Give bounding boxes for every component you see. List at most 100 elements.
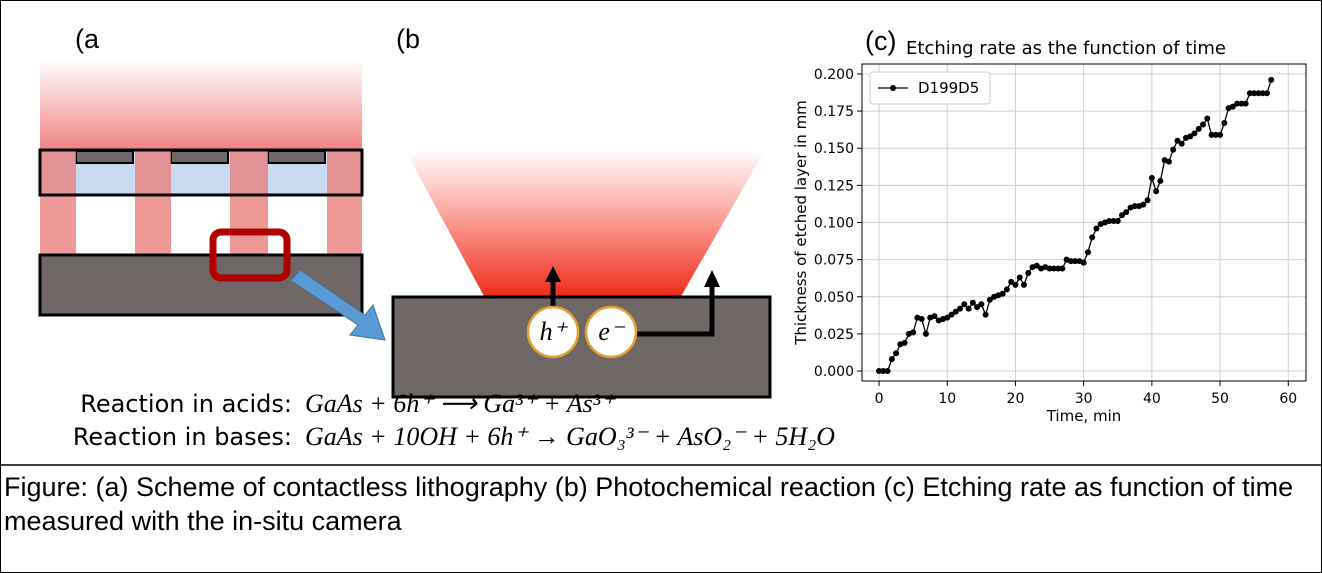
data-point bbox=[948, 311, 955, 318]
data-line bbox=[879, 79, 1272, 372]
x-tick-label: 10 bbox=[938, 391, 956, 407]
x-tick-label: 40 bbox=[1143, 391, 1161, 407]
data-point bbox=[1259, 90, 1266, 97]
data-point bbox=[999, 290, 1006, 297]
data-point bbox=[1268, 76, 1275, 83]
data-point bbox=[1200, 121, 1207, 128]
data-point bbox=[1114, 218, 1121, 225]
x-tick-label: 20 bbox=[1007, 391, 1025, 407]
reaction-equation: GaAs + 10OH + 6h⁺ → GaO₃³⁻ + AsO₂⁻ + 5H₂… bbox=[305, 422, 835, 451]
data-point bbox=[1148, 174, 1155, 181]
data-point bbox=[893, 350, 900, 357]
data-point bbox=[957, 305, 964, 312]
data-point bbox=[1067, 258, 1074, 265]
x-tick-label: 30 bbox=[1075, 391, 1093, 407]
data-point bbox=[1050, 265, 1057, 272]
reaction-label: Reaction in acids: bbox=[80, 390, 292, 418]
data-point bbox=[1080, 259, 1087, 266]
data-point bbox=[1208, 131, 1215, 138]
data-point bbox=[1242, 100, 1249, 107]
substrate bbox=[391, 295, 772, 399]
data-point bbox=[1204, 115, 1211, 122]
data-point bbox=[1238, 100, 1245, 107]
data-point bbox=[1131, 203, 1138, 210]
data-point bbox=[944, 314, 951, 321]
reaction-label: Reaction in bases: bbox=[73, 423, 292, 451]
y-tick-label: 0.150 bbox=[814, 141, 854, 157]
arrow-head bbox=[704, 270, 720, 287]
data-point bbox=[918, 316, 925, 323]
data-point bbox=[888, 356, 895, 363]
mask-outline bbox=[38, 148, 364, 197]
data-point bbox=[978, 301, 985, 308]
data-point bbox=[1072, 258, 1079, 265]
data-point bbox=[1144, 197, 1151, 204]
data-point bbox=[1234, 100, 1241, 107]
y-tick-label: 0.000 bbox=[814, 364, 854, 380]
data-point bbox=[1003, 286, 1010, 293]
panel-label: (a bbox=[75, 24, 100, 54]
y-tick-label: 0.075 bbox=[814, 253, 854, 269]
x-tick-label: 0 bbox=[875, 391, 884, 407]
data-point bbox=[1229, 103, 1236, 110]
data-point bbox=[974, 304, 981, 311]
data-point bbox=[1119, 212, 1126, 219]
zoom-arrow bbox=[288, 269, 386, 341]
data-point bbox=[1174, 137, 1181, 144]
legend-label: D199D5 bbox=[918, 79, 979, 97]
electron-arrow bbox=[636, 285, 715, 337]
reaction-equation: GaAs + 6h⁺ ⟶ Ga³⁺ + As³⁺ bbox=[305, 389, 616, 418]
data-point bbox=[1055, 265, 1062, 272]
x-tick-label: 50 bbox=[1211, 391, 1229, 407]
data-point bbox=[1084, 249, 1091, 256]
data-point bbox=[1157, 177, 1164, 184]
data-point bbox=[1221, 119, 1228, 126]
data-point bbox=[1191, 130, 1198, 137]
data-point bbox=[1140, 201, 1147, 208]
data-point bbox=[1106, 218, 1113, 225]
data-point bbox=[1093, 225, 1100, 232]
y-tick-label: 0.175 bbox=[814, 104, 854, 120]
panel-label: (b bbox=[396, 24, 420, 54]
data-point bbox=[880, 368, 887, 375]
data-point bbox=[1012, 281, 1019, 288]
data-point bbox=[1255, 90, 1262, 97]
data-point bbox=[922, 330, 929, 337]
arrow-head bbox=[545, 266, 561, 282]
data-point bbox=[1025, 270, 1032, 277]
data-point bbox=[1178, 140, 1185, 147]
data-point bbox=[965, 305, 972, 312]
y-axis-label: Thickness of etched layer in mm bbox=[792, 100, 810, 346]
figure: h⁺ e⁻ (a (b (c) Reaction in bases: React… bbox=[0, 24, 1322, 466]
data-point bbox=[1033, 262, 1040, 269]
data-point bbox=[1046, 265, 1053, 272]
plot-frame bbox=[861, 63, 1307, 382]
caption: Figure: (a) Scheme of contactless lithog… bbox=[4, 472, 1294, 536]
legend-marker bbox=[890, 85, 896, 91]
chart-title: Etching rate as the function of time bbox=[906, 38, 1226, 59]
light-columns bbox=[40, 150, 362, 255]
y-tick-label: 0.125 bbox=[814, 178, 854, 194]
y-tick-label: 0.100 bbox=[814, 216, 854, 232]
electron-circle bbox=[584, 305, 638, 359]
data-point bbox=[876, 368, 883, 375]
data-point bbox=[1059, 265, 1066, 272]
legend-box bbox=[869, 71, 991, 105]
data-point bbox=[901, 339, 908, 346]
light-cone bbox=[405, 150, 765, 298]
panel-label: (c) bbox=[865, 26, 896, 56]
data-point bbox=[969, 299, 976, 306]
y-tick-label: 0.025 bbox=[814, 327, 854, 343]
zoom-box bbox=[209, 228, 291, 282]
x-axis-label: Time, min bbox=[1046, 407, 1122, 425]
data-point bbox=[1020, 281, 1027, 288]
carrier-label: h⁺ bbox=[540, 317, 569, 346]
data-point bbox=[961, 301, 968, 308]
data-point bbox=[1212, 131, 1219, 138]
carrier-label: e⁻ bbox=[598, 317, 626, 346]
data-point bbox=[1165, 158, 1172, 165]
mask-pads bbox=[75, 150, 326, 164]
data-point bbox=[1246, 90, 1253, 97]
data-point bbox=[884, 368, 891, 375]
data-point bbox=[1008, 278, 1015, 285]
